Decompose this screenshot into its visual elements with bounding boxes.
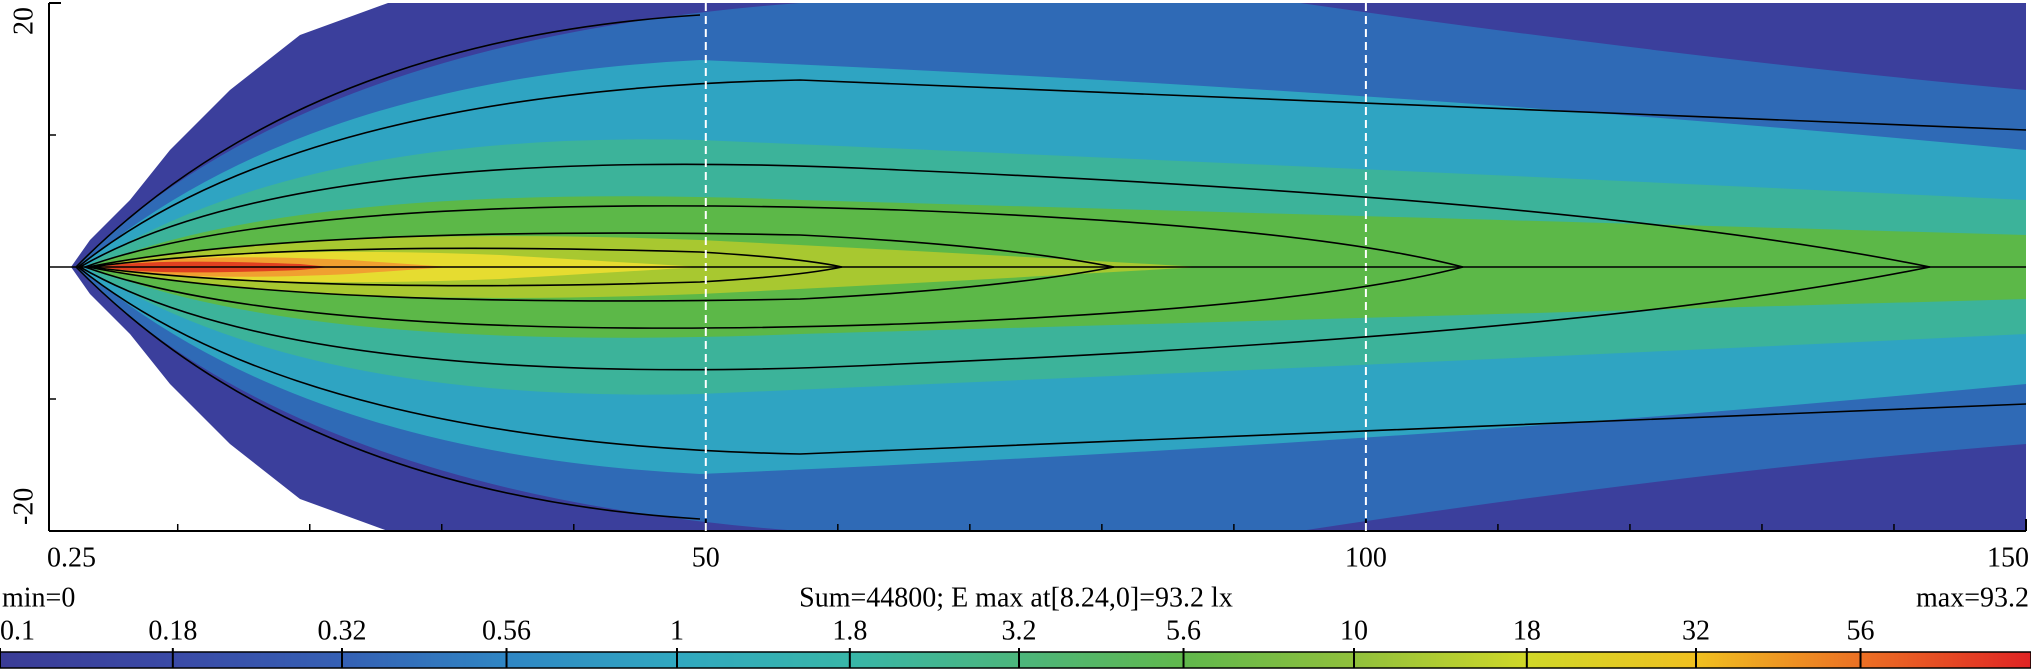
colorbar-tick-label: 0.18 [148,615,197,646]
colorbar: 0.1 0.18 0.32 0.56 1 1.8 3.2 5.6 10 18 32 56 [0,615,2031,669]
colorbar-tick-label: 56 [1847,615,1875,646]
x-tick-label: 150 [1987,542,2029,573]
y-tick-label: -20 [8,488,39,525]
summary-label: Sum=44800; E max at[8.24,0]=93.2 lx [799,582,1233,613]
y-tick-label: 20 [8,7,39,35]
x-tick-label: 50 [692,542,720,573]
min-label: min=0 [2,582,75,613]
colorbar-tick-label: 1 [670,615,684,646]
x-tick-label: 100 [1345,542,1387,573]
colorbar-tick-label: 5.6 [1166,615,1201,646]
x-tick-label: 0.25 [47,542,96,573]
colorbar-tick-label: 3.2 [1001,615,1036,646]
colorbar-tick-label: 0.56 [482,615,531,646]
max-label: max=93.2 [1916,582,2029,613]
colorbar-tick-label: 10 [1340,615,1368,646]
colorbar-tick-label: 0.1 [0,615,35,646]
colorbar-tick-label: 1.8 [832,615,867,646]
colorbar-tick-label: 0.32 [317,615,366,646]
colorbar-tick-label: 32 [1682,615,1710,646]
colorbar-fill [0,651,2031,669]
colorbar-tick-label: 18 [1513,615,1541,646]
